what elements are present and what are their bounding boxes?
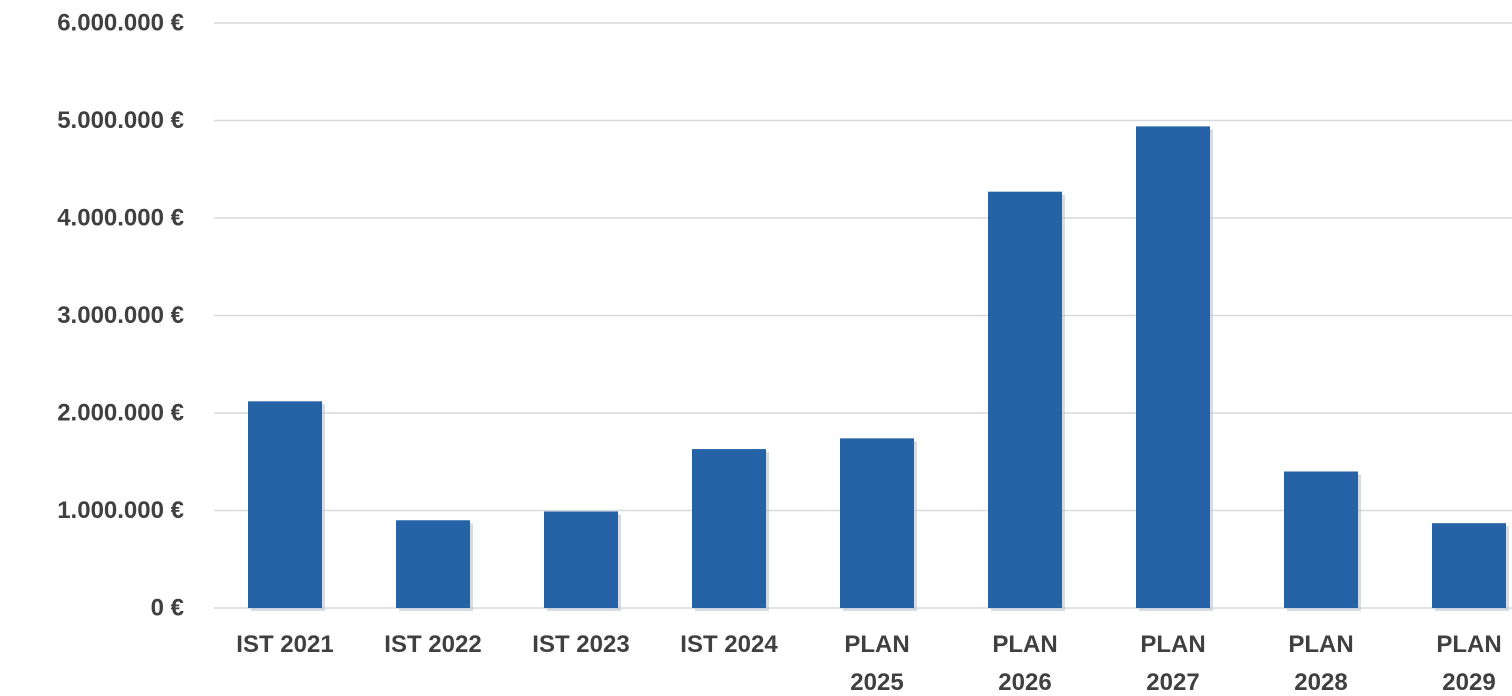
bar (1284, 471, 1358, 608)
bars (248, 126, 1509, 612)
bar (1136, 126, 1210, 608)
x-tick-label: IST 2022 (384, 631, 481, 658)
y-tick-label: 1.000.000 € (57, 497, 184, 524)
bar (840, 438, 914, 608)
y-axis-tick-labels: 0 € 1.000.000 € 2.000.000 € 3.000.000 € 4.00… (57, 10, 184, 622)
y-tick-label: 5.000.000 € (57, 107, 184, 134)
y-tick-label: 3.000.000 € (57, 302, 184, 329)
bar (544, 511, 618, 608)
y-tick-label: 4.000.000 € (57, 205, 184, 232)
x-tick-label: PLAN 2026 (992, 631, 1057, 696)
y-tick-label: 2.000.000 € (57, 400, 184, 427)
x-axis-category-labels: IST 2021 IST 2022 IST 2023 IST 2024 PLAN 2025… (236, 631, 1501, 696)
x-tick-label: PLAN 2028 (1288, 631, 1353, 696)
bar (396, 520, 470, 608)
x-tick-label: IST 2024 (680, 631, 778, 658)
bar (692, 449, 766, 608)
y-tick-label: 6.000.000 € (57, 10, 184, 37)
bar (988, 191, 1062, 609)
x-tick-label: PLAN 2027 (1140, 631, 1205, 696)
x-tick-label: PLAN 2025 (844, 631, 909, 696)
x-tick-label: IST 2021 (236, 631, 333, 658)
bar (1432, 523, 1506, 608)
gridlines (214, 22, 1512, 609)
x-tick-label: PLAN 2029 (1436, 631, 1501, 696)
x-tick-label: IST 2023 (532, 631, 629, 658)
y-tick-label: 0 € (151, 595, 184, 622)
bar (248, 401, 322, 608)
